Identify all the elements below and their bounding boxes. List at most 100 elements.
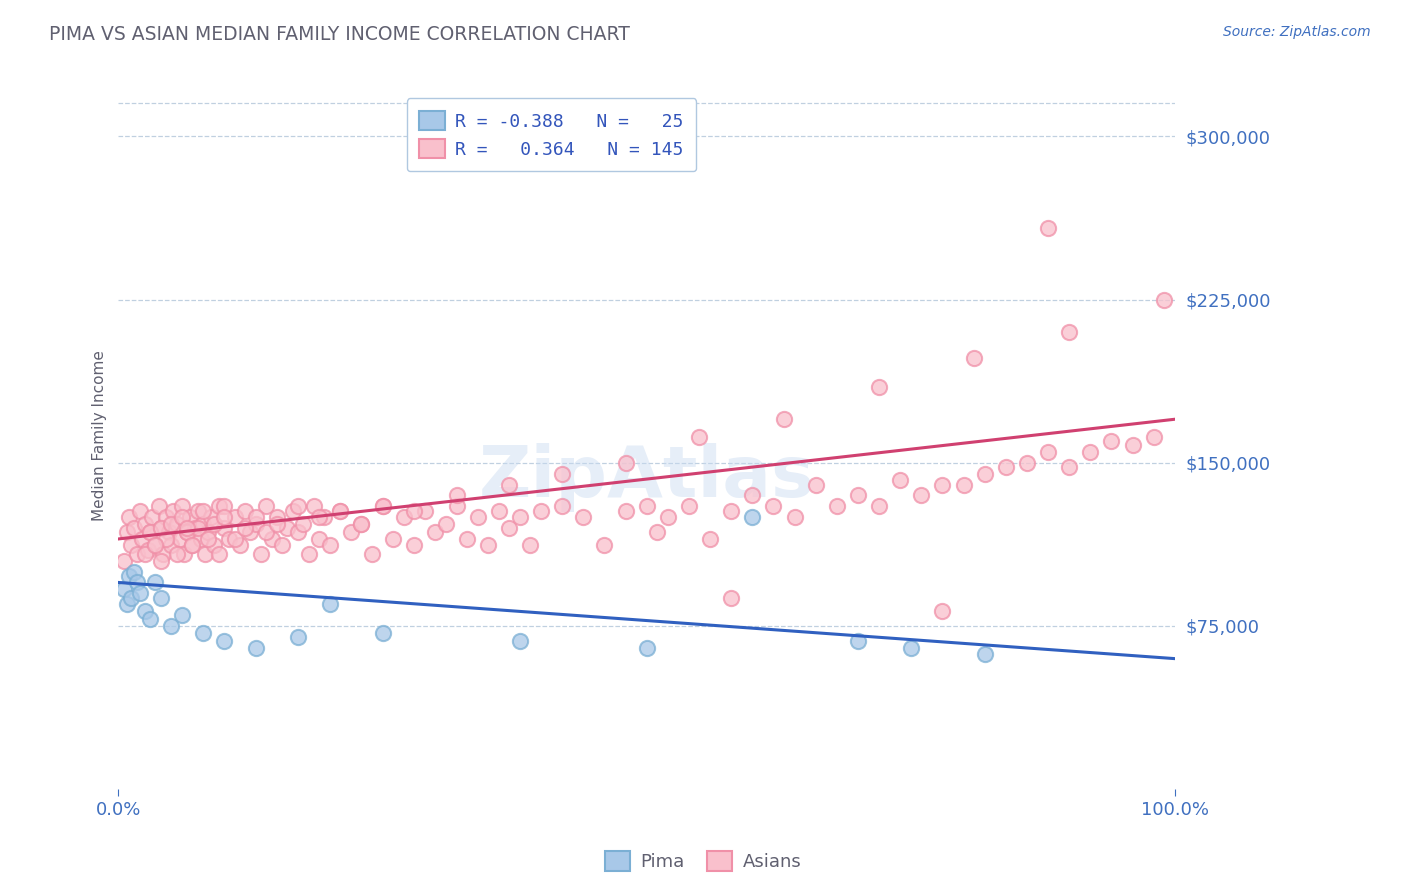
Point (276, 521, 298, 535)
Point (952, 477, 974, 491)
Point (128, 503, 150, 517)
Point (166, 516, 188, 531)
Point (115, 525, 138, 540)
Point (636, 500, 658, 514)
Point (197, 525, 219, 540)
Point (1057, 325, 1080, 339)
Point (128, 586, 150, 600)
Point (371, 625, 394, 640)
Point (551, 467, 574, 481)
Point (245, 640, 267, 655)
Point (614, 456, 637, 470)
Point (149, 591, 172, 605)
Point (212, 634, 235, 648)
Point (868, 500, 890, 514)
Point (266, 510, 288, 524)
Point (963, 351, 986, 366)
Point (593, 539, 616, 553)
Point (134, 547, 156, 561)
Point (340, 525, 363, 540)
Point (145, 575, 167, 590)
Point (302, 500, 325, 514)
Point (176, 521, 198, 535)
Point (131, 532, 153, 546)
Text: Source: ZipAtlas.com: Source: ZipAtlas.com (1223, 25, 1371, 39)
Point (152, 547, 174, 561)
Point (139, 525, 162, 540)
Point (181, 539, 204, 553)
Point (762, 500, 785, 514)
Point (361, 547, 384, 561)
Point (699, 532, 721, 546)
Point (446, 500, 468, 514)
Point (148, 500, 170, 514)
Point (176, 525, 198, 540)
Point (233, 503, 256, 517)
Point (287, 525, 309, 540)
Point (254, 525, 277, 540)
Point (245, 510, 267, 524)
Point (910, 488, 932, 502)
Point (741, 510, 763, 524)
Point (382, 532, 405, 546)
Point (212, 521, 235, 535)
Point (425, 525, 447, 540)
Point (350, 516, 373, 531)
Point (229, 539, 252, 553)
Point (260, 532, 283, 546)
Point (181, 539, 204, 553)
Point (118, 510, 141, 524)
Point (1101, 434, 1123, 448)
Point (200, 510, 222, 524)
Point (551, 500, 574, 514)
Point (179, 510, 201, 524)
Point (124, 565, 146, 579)
Text: ZipAtlas: ZipAtlas (478, 443, 814, 513)
Point (477, 539, 499, 553)
Point (157, 525, 180, 540)
Point (160, 619, 183, 633)
Point (1153, 293, 1175, 307)
Point (773, 412, 796, 426)
Point (931, 477, 953, 491)
Point (868, 379, 890, 393)
Point (149, 521, 172, 535)
Point (456, 532, 478, 546)
Point (202, 539, 225, 553)
Point (783, 510, 806, 524)
Point (170, 510, 193, 524)
Point (319, 539, 342, 553)
Point (149, 554, 172, 568)
Point (678, 500, 700, 514)
Point (1036, 220, 1059, 235)
Point (392, 510, 415, 524)
Point (191, 516, 214, 531)
Point (1015, 456, 1038, 470)
Y-axis label: Median Family Income: Median Family Income (93, 351, 107, 521)
Point (145, 539, 167, 553)
Point (212, 510, 235, 524)
Point (488, 503, 510, 517)
Point (170, 608, 193, 623)
Point (139, 525, 162, 540)
Point (120, 539, 142, 553)
Point (191, 625, 214, 640)
Point (446, 488, 468, 502)
Point (136, 542, 159, 557)
Point (139, 612, 162, 626)
Point (218, 532, 240, 546)
Point (162, 503, 184, 517)
Point (112, 554, 135, 568)
Point (155, 532, 177, 546)
Point (194, 547, 217, 561)
Point (973, 467, 995, 481)
Point (657, 510, 679, 524)
Point (115, 597, 138, 611)
Text: PIMA VS ASIAN MEDIAN FAMILY INCOME CORRELATION CHART: PIMA VS ASIAN MEDIAN FAMILY INCOME CORRE… (49, 25, 630, 44)
Point (329, 503, 352, 517)
Point (190, 532, 212, 546)
Point (233, 521, 256, 535)
Point (825, 500, 848, 514)
Point (118, 569, 141, 583)
Point (112, 582, 135, 596)
